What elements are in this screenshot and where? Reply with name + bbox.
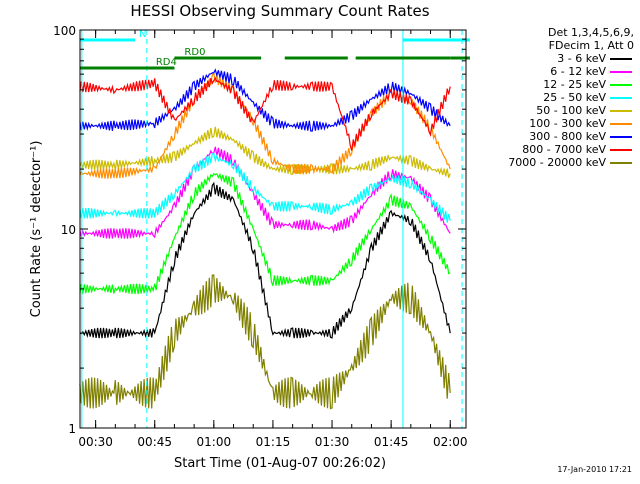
x-tick-label-2: 01:00 bbox=[197, 435, 232, 449]
legend-entry-5: 100 - 300 keV bbox=[476, 117, 634, 130]
legend-entry-4: 50 - 100 keV bbox=[476, 104, 634, 117]
y-tick-label-1: 10 bbox=[61, 223, 76, 237]
legend-label-5: 100 - 300 keV bbox=[529, 117, 606, 130]
legend-label-8: 7000 - 20000 keV bbox=[508, 156, 606, 169]
legend-label-7: 800 - 7000 keV bbox=[522, 143, 606, 156]
series-line-6 bbox=[79, 68, 451, 132]
series-line-4 bbox=[79, 126, 451, 178]
y-axis-label: Count Rate (s⁻¹ detector⁻¹) bbox=[29, 141, 44, 318]
x-axis-label: Start Time (01-Aug-07 00:26:02) bbox=[173, 456, 387, 471]
x-tick-label-0: 00:30 bbox=[78, 435, 113, 449]
legend-swatch-3 bbox=[610, 97, 632, 99]
y-tick-label-0: 1 bbox=[68, 422, 76, 436]
series-line-3 bbox=[79, 152, 451, 223]
legend-label-0: 3 - 6 keV bbox=[557, 52, 606, 65]
annotation-label-n: N bbox=[139, 29, 146, 40]
series-line-1 bbox=[79, 146, 451, 239]
chart-title: HESSI Observing Summary Count Rates bbox=[130, 2, 430, 20]
x-tick-label-6: 02:00 bbox=[433, 435, 468, 449]
legend-swatch-5 bbox=[610, 123, 632, 125]
legend-entries: 3 - 6 keV 6 - 12 keV 12 - 25 keV 25 - 50 ke… bbox=[476, 52, 634, 169]
x-tick-label-4: 01:30 bbox=[315, 435, 350, 449]
legend-header-line-1: Det 1,3,4,5,6,9, bbox=[547, 26, 634, 39]
legend-label-3: 25 - 50 keV bbox=[543, 91, 606, 104]
legend-label-2: 12 - 25 keV bbox=[543, 78, 606, 91]
legend-entry-7: 800 - 7000 keV bbox=[476, 143, 634, 156]
series-layer bbox=[79, 68, 451, 410]
legend-swatch-6 bbox=[610, 136, 632, 138]
annotation-layer: N RD0 RD4 bbox=[79, 29, 470, 428]
legend-entry-3: 25 - 50 keV bbox=[476, 91, 634, 104]
legend-entry-2: 12 - 25 keV bbox=[476, 78, 634, 91]
legend-label-4: 50 - 100 keV bbox=[536, 104, 606, 117]
legend-swatch-1 bbox=[610, 71, 632, 73]
legend-label-1: 6 - 12 keV bbox=[550, 65, 606, 78]
legend-swatch-8 bbox=[610, 162, 632, 164]
series-line-8 bbox=[79, 274, 451, 410]
legend-entry-0: 3 - 6 keV bbox=[476, 52, 634, 65]
legend-label-6: 300 - 800 keV bbox=[529, 130, 606, 143]
legend-swatch-2 bbox=[610, 84, 632, 86]
legend-swatch-0 bbox=[610, 58, 632, 60]
legend-swatch-4 bbox=[610, 110, 632, 112]
axes-layer: 00:30 00:45 01:00 01:15 01:30 01:45 02:00 1 10 10… bbox=[29, 24, 468, 449]
footer-date: 17-Jan-2010 17:21 bbox=[557, 465, 632, 474]
x-tick-label-5: 01:45 bbox=[374, 435, 409, 449]
series-line-0 bbox=[79, 181, 451, 339]
legend-swatch-7 bbox=[610, 149, 632, 151]
legend-header-line-2: FDecim 1, Att 0 bbox=[548, 39, 634, 52]
y-tick-label-2: 100 bbox=[53, 24, 76, 38]
legend-entry-1: 6 - 12 keV bbox=[476, 65, 634, 78]
x-tick-label-1: 00:45 bbox=[137, 435, 172, 449]
legend-entry-6: 300 - 800 keV bbox=[476, 130, 634, 143]
series-line-2 bbox=[79, 172, 451, 295]
annotation-label-rd0: RD0 bbox=[184, 47, 205, 58]
legend-entry-8: 7000 - 20000 keV bbox=[476, 156, 634, 169]
x-tick-label-3: 01:15 bbox=[256, 435, 291, 449]
annotation-label-rd4: RD4 bbox=[156, 57, 177, 68]
legend: Det 1,3,4,5,6,9, FDecim 1, Att 0 3 - 6 k… bbox=[476, 26, 634, 169]
series-line-7 bbox=[79, 76, 451, 151]
